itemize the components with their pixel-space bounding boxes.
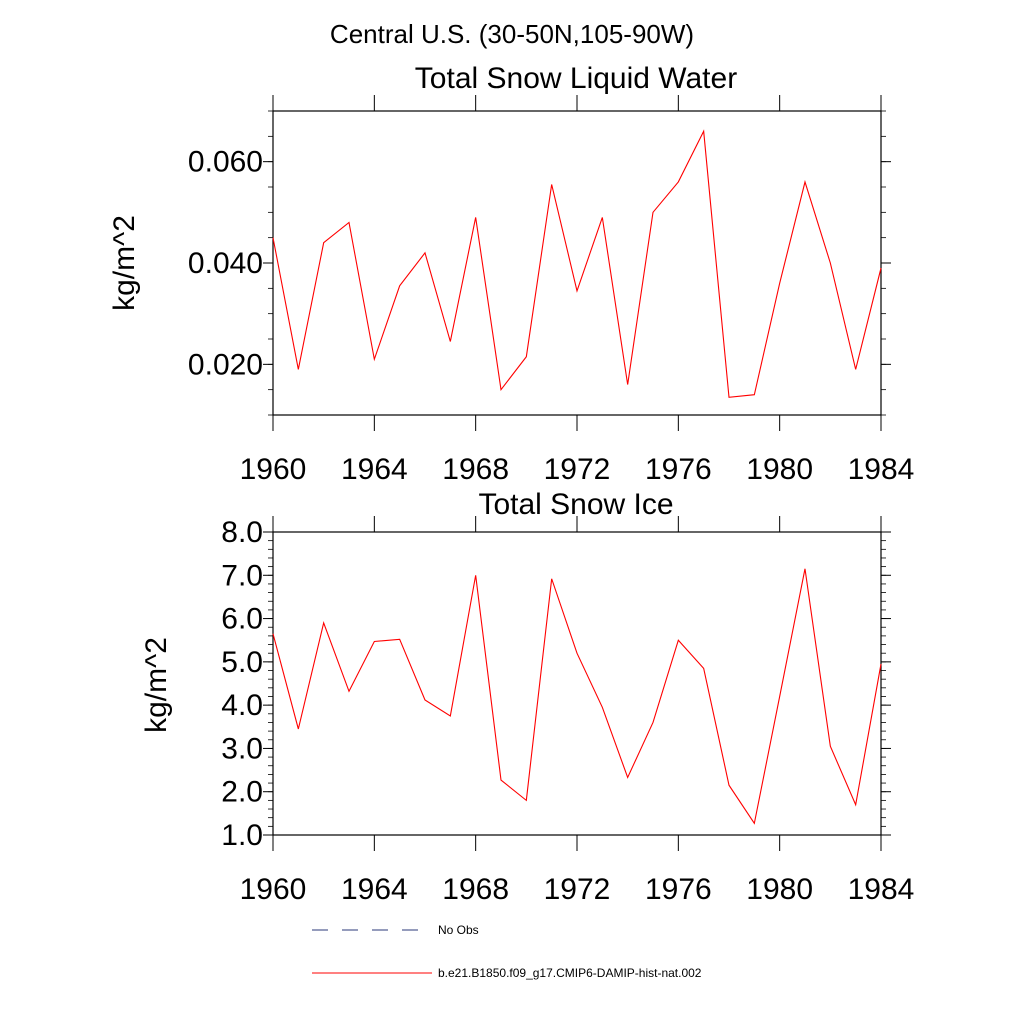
series-line-0	[272, 129, 882, 398]
chart-title: Total Snow Liquid Water	[415, 62, 737, 95]
y-tick-label-7: 8.0	[221, 516, 263, 549]
x-tick-label-6: 1984	[848, 873, 915, 906]
y-tick-label-1: 2.0	[221, 776, 263, 809]
axis-ticks	[263, 95, 891, 431]
x-tick-label-1: 1964	[341, 873, 408, 906]
y-axis-label: kg/m^2	[140, 637, 173, 733]
x-tick-label-4: 1976	[645, 453, 712, 486]
x-tick-label-0: 1960	[240, 873, 307, 906]
plot-frame	[272, 531, 882, 836]
x-tick-label-2: 1968	[442, 873, 509, 906]
x-tick-label-3: 1972	[544, 453, 611, 486]
y-tick-label-5: 6.0	[221, 603, 263, 636]
legend: No Obs b.e21.B1850.f09_g17.CMIP6-DAMIP-h…	[312, 923, 702, 980]
y-tick-label-4: 5.0	[221, 646, 263, 679]
x-tick-label-3: 1972	[544, 873, 611, 906]
y-tick-label-1: 0.040	[188, 247, 263, 280]
x-tick-label-0: 1960	[240, 453, 307, 486]
y-tick-label-3: 4.0	[221, 689, 263, 722]
legend-model-label: b.e21.B1850.f09_g17.CMIP6-DAMIP-hist-nat…	[438, 966, 702, 980]
tick-labels: 1960 1964 1968 1972 1976 1980 1984 0.020 0.040 0.…	[188, 146, 914, 486]
legend-no-obs-label: No Obs	[438, 923, 479, 937]
axis-ticks	[263, 516, 891, 851]
y-tick-label-0: 0.020	[188, 348, 263, 381]
plot-frame	[272, 110, 882, 416]
chart-snow-liquid-water: Total Snow Liquid Water kg/m^2 1960 1964 1…	[108, 62, 914, 486]
chart-snow-ice: Total Snow Ice kg/m^2 1960 1964 1968 1972 19…	[140, 488, 914, 906]
x-tick-label-5: 1980	[746, 453, 813, 486]
y-axis-label: kg/m^2	[108, 215, 141, 311]
y-tick-label-2: 0.060	[188, 146, 263, 179]
y-tick-label-2: 3.0	[221, 732, 263, 765]
y-tick-label-6: 7.0	[221, 559, 263, 592]
x-tick-label-5: 1980	[746, 873, 813, 906]
x-tick-label-1: 1964	[341, 453, 408, 486]
x-tick-label-6: 1984	[848, 453, 915, 486]
main-title: Central U.S. (30-50N,105-90W)	[330, 19, 694, 49]
chart-title: Total Snow Ice	[478, 488, 673, 521]
y-tick-label-0: 1.0	[221, 819, 263, 852]
series-line-0	[272, 568, 882, 825]
tick-labels: 1960 1964 1968 1972 1976 1980 1984 1.0 2.0 3.0 4.0…	[221, 516, 914, 906]
x-tick-label-4: 1976	[645, 873, 712, 906]
x-tick-label-2: 1968	[442, 453, 509, 486]
series-layer	[272, 568, 882, 825]
series-layer	[272, 129, 882, 398]
